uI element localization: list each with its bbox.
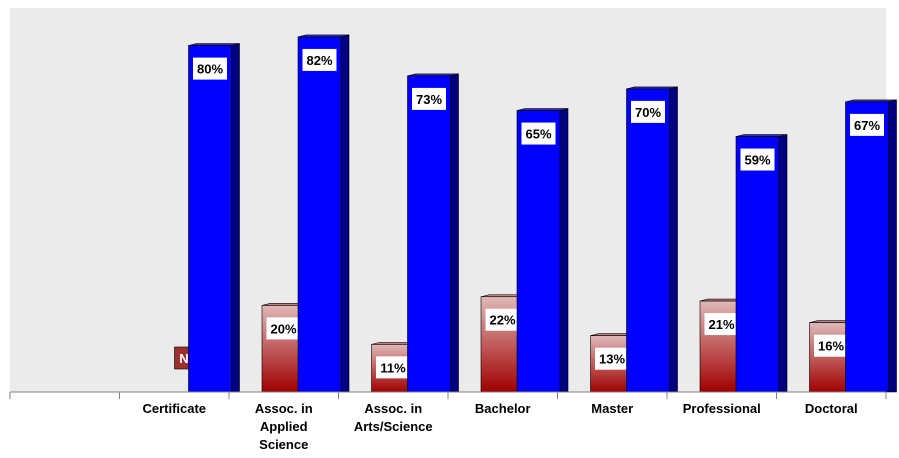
blue-bar [626, 86, 678, 393]
x-tick-label: Bachelor [474, 401, 531, 416]
red-bar-label: 16% [818, 339, 844, 354]
blue-bar-label-box [631, 100, 665, 123]
red-bar-label: 20% [270, 321, 296, 336]
blue-bar-label: 80% [197, 62, 223, 77]
red-bar-label: 21% [708, 317, 734, 332]
blue-bar-label: 65% [525, 127, 551, 142]
blue-bar [845, 99, 897, 393]
blue-bar [188, 43, 240, 393]
blue-bar-label: 70% [635, 105, 661, 120]
blue-bar-label-box [850, 113, 884, 136]
blue-bar [407, 73, 459, 393]
blue-bar-label: 82% [306, 53, 332, 68]
blue-bar-label: 59% [744, 153, 770, 168]
red-bar-label: 11% [380, 360, 406, 375]
blue-bar-label-box [302, 48, 337, 71]
blue-bar-label-box [521, 122, 556, 145]
blue-bar [735, 134, 788, 393]
blue-bar-label-box [740, 148, 775, 171]
red-bar-label-box [376, 356, 410, 379]
blue-bar [297, 34, 350, 393]
red-bar-label-box [485, 308, 520, 331]
blue-bar-label: 67% [854, 118, 880, 133]
x-tick-label: Assoc. in Applied Science [254, 401, 313, 452]
blue-bar-label-box [412, 87, 446, 110]
red-bar-label: 13% [599, 352, 625, 367]
x-tick-label: Certificate [142, 401, 207, 416]
x-tick-label: Master [591, 401, 634, 416]
red-bar-label: 22% [489, 313, 515, 328]
red-bar-label-box [814, 334, 848, 357]
x-tick-label: Assoc. in Arts/Science [353, 401, 433, 434]
red-bar-label-box [595, 347, 629, 370]
blue-bar-label: 73% [416, 92, 442, 107]
blue-bar [516, 108, 569, 393]
x-tick-label: Doctoral [804, 401, 858, 416]
x-tick-label: Professional [682, 401, 761, 416]
blue-bar-label-box [193, 57, 227, 80]
red-bar-label-box [266, 317, 301, 340]
red-bar-label-box [704, 313, 739, 336]
